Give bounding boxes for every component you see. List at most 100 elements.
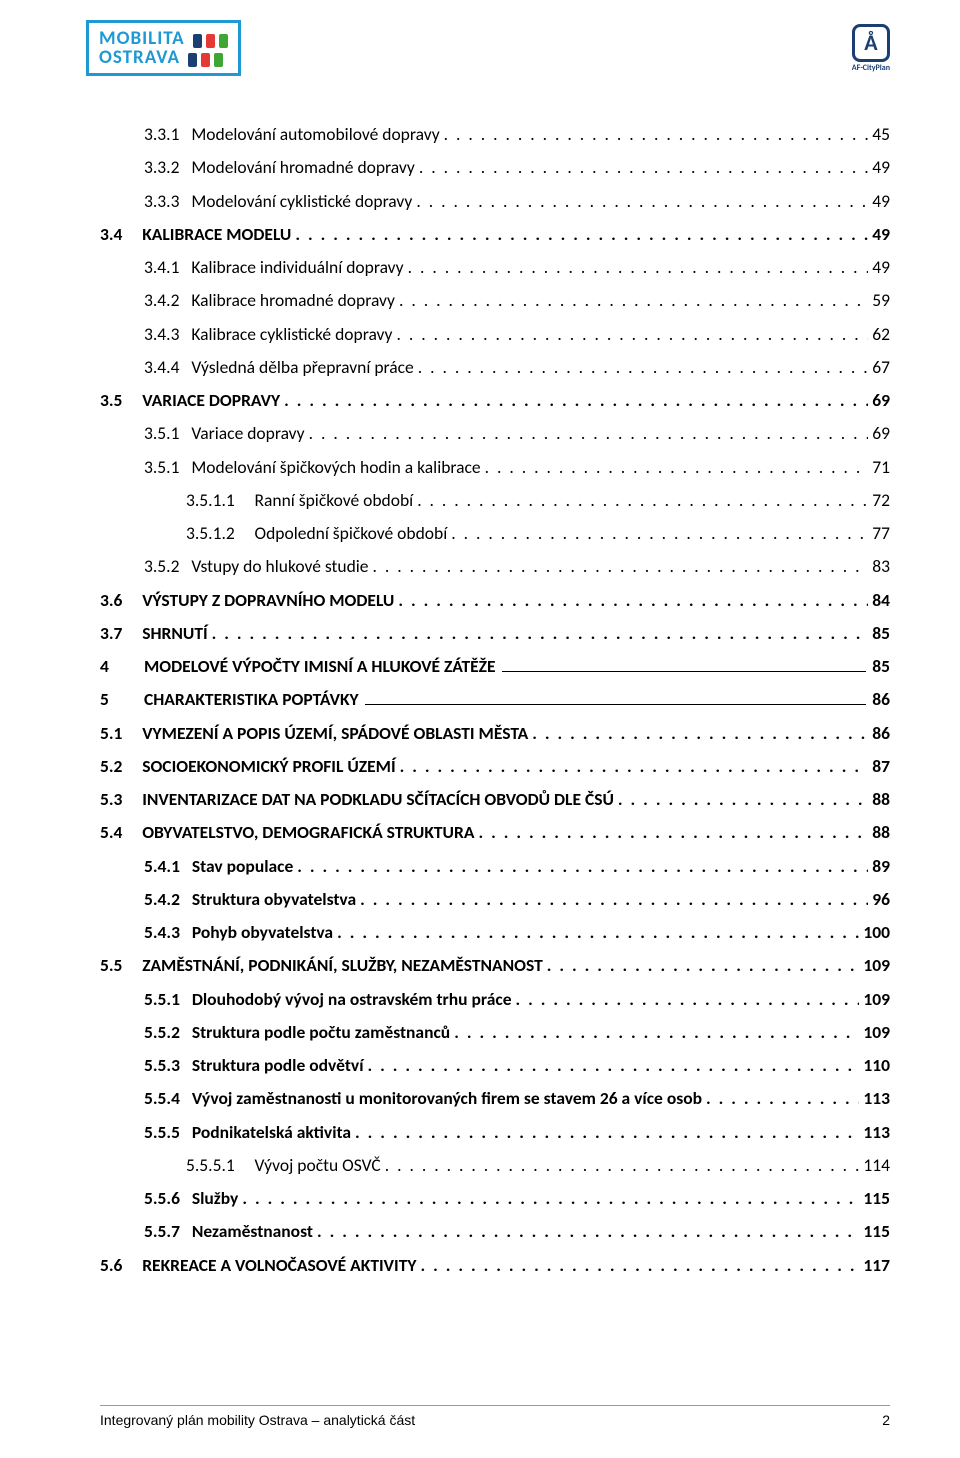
toc-title: Odpolední špičkové období bbox=[255, 517, 448, 550]
toc-page: 86 bbox=[872, 717, 890, 750]
toc-number: 3.4.4 bbox=[144, 351, 191, 384]
toc-title: Dlouhodobý vývoj na ostravském trhu prác… bbox=[192, 983, 512, 1016]
toc-row: 3.3.3 Modelování cyklistické dopravy . .… bbox=[100, 185, 890, 218]
toc-number: 3.5.1 bbox=[144, 417, 191, 450]
toc-leader: . . . . . . . . . . . . . . . . . . . . … bbox=[399, 284, 868, 317]
logo-dots-icon bbox=[188, 53, 223, 67]
toc-page: 88 bbox=[872, 816, 890, 849]
toc-number: 5.4.1 bbox=[144, 850, 192, 883]
toc-title: OBYVATELSTVO, DEMOGRAFICKÁ STRUKTURA bbox=[142, 816, 474, 849]
toc-number: 5.5.7 bbox=[144, 1215, 192, 1248]
toc-number: 5.6 bbox=[100, 1249, 142, 1282]
toc-row: 3.7 SHRNUTÍ . . . . . . . . . . . . . . … bbox=[100, 617, 890, 650]
logo-dots-icon bbox=[193, 34, 228, 48]
toc-page: 86 bbox=[872, 683, 890, 716]
toc-leader: . . . . . . . . . . . . . . . . . . . . … bbox=[297, 850, 868, 883]
toc-row: 5.1 VYMEZENÍ A POPIS ÚZEMÍ, SPÁDOVÉ OBLA… bbox=[100, 717, 890, 750]
toc-row: 3.4.2 Kalibrace hromadné dopravy . . . .… bbox=[100, 284, 890, 317]
toc-row: 4MODELOVÉ VÝPOČTY IMISNÍ A HLUKOVÉ ZÁTĚŽ… bbox=[100, 650, 890, 683]
toc-leader: . . . . . . . . . . . . . . . . . . . . … bbox=[532, 717, 868, 750]
toc-page: 84 bbox=[872, 584, 890, 617]
toc-title: SOCIOEKONOMICKÝ PROFIL ÚZEMÍ bbox=[142, 750, 395, 783]
toc-page: 114 bbox=[863, 1149, 890, 1182]
toc-title: Vývoj zaměstnanosti u monitorovaných fir… bbox=[192, 1082, 702, 1115]
toc-number: 3.3.3 bbox=[144, 185, 191, 218]
toc-title: Kalibrace hromadné dopravy bbox=[191, 284, 395, 317]
logo-subtext: AF-CityPlan bbox=[852, 64, 890, 72]
toc-leader: . . . . . . . . . . . . . . . . . . . . … bbox=[420, 1249, 859, 1282]
toc-number: 5.1 bbox=[100, 717, 142, 750]
toc-leader: . . . . . . . . . . . . . . . . . . . . … bbox=[368, 1049, 860, 1082]
toc-number: 5.5.1 bbox=[144, 983, 192, 1016]
toc-number: 5.3 bbox=[100, 783, 142, 816]
toc-page: 69 bbox=[872, 417, 890, 450]
toc-number: 3.5.1.2 bbox=[186, 517, 255, 550]
toc-page: 72 bbox=[872, 484, 890, 517]
toc-number: 3.3.1 bbox=[144, 118, 191, 151]
toc-row: 3.3.1 Modelování automobilové dopravy . … bbox=[100, 118, 890, 151]
page-footer: Integrovaný plán mobility Ostrava – anal… bbox=[100, 1405, 890, 1428]
toc-leader: . . . . . . . . . . . . . . . . . . . . … bbox=[373, 550, 869, 583]
logo-badge-icon: Å bbox=[852, 24, 890, 62]
toc-leader: . . . . . . . . . . . . . . . . . . . . … bbox=[706, 1082, 859, 1115]
toc-title: ZAMĚSTNÁNÍ, PODNIKÁNÍ, SLUŽBY, NEZAMĚSTN… bbox=[142, 949, 543, 982]
toc-number: 5.4 bbox=[100, 816, 142, 849]
toc-page: 49 bbox=[872, 251, 890, 284]
toc-title: VÝSTUPY Z DOPRAVNÍHO MODELU bbox=[142, 584, 394, 617]
toc-page: 115 bbox=[863, 1215, 890, 1248]
toc-page: 62 bbox=[872, 318, 890, 351]
toc-leader: . . . . . . . . . . . . . . . . . . . . … bbox=[618, 783, 868, 816]
toc-title: SHRNUTÍ bbox=[142, 617, 207, 650]
logo-mobilita-ostrava: MOBILITA OSTRAVA bbox=[86, 20, 241, 76]
toc-page: 113 bbox=[863, 1082, 890, 1115]
toc-number: 4 bbox=[100, 650, 144, 683]
toc-leader: . . . . . . . . . . . . . . . . . . . . … bbox=[317, 1215, 859, 1248]
toc-number: 5 bbox=[100, 683, 144, 716]
toc-page: 113 bbox=[863, 1116, 890, 1149]
toc-title: Struktura podle počtu zaměstnanců bbox=[192, 1016, 450, 1049]
toc-row: 5.5.4 Vývoj zaměstnanosti u monitorovaný… bbox=[100, 1082, 890, 1115]
toc-page: 109 bbox=[863, 1016, 890, 1049]
toc-title: Modelování špičkových hodin a kalibrace bbox=[191, 451, 480, 484]
toc-row: 5.5.7 Nezaměstnanost . . . . . . . . . .… bbox=[100, 1215, 890, 1248]
toc-number: 3.4.2 bbox=[144, 284, 191, 317]
toc-row: 5.5.5.1 Vývoj počtu OSVČ . . . . . . . .… bbox=[100, 1149, 890, 1182]
toc-title: Výsledná dělba přepravní práce bbox=[191, 351, 413, 384]
toc-number: 5.5.3 bbox=[144, 1049, 192, 1082]
toc-title: CHARAKTERISTIKA POPTÁVKY bbox=[144, 683, 359, 716]
toc-number: 3.5 bbox=[100, 384, 142, 417]
logo-glyph: Å bbox=[864, 32, 877, 54]
toc-row: 5.5.3 Struktura podle odvětví . . . . . … bbox=[100, 1049, 890, 1082]
toc-row: 5.5.5 Podnikatelská aktivita . . . . . .… bbox=[100, 1116, 890, 1149]
toc-title: REKREACE A VOLNOČASOVÉ AKTIVITY bbox=[142, 1249, 416, 1282]
toc-title: VARIACE DOPRAVY bbox=[142, 384, 280, 417]
logo-text-line2: OSTRAVA bbox=[99, 48, 180, 67]
toc-page: 67 bbox=[872, 351, 890, 384]
toc-row: 5.4 OBYVATELSTVO, DEMOGRAFICKÁ STRUKTURA… bbox=[100, 816, 890, 849]
toc-title: Modelování automobilové dopravy bbox=[191, 118, 439, 151]
toc-title: Pohyb obyvatelstva bbox=[192, 916, 333, 949]
toc-page: 71 bbox=[872, 451, 890, 484]
toc-row: 3.4 KALIBRACE MODELU . . . . . . . . . .… bbox=[100, 218, 890, 251]
toc-number: 5.2 bbox=[100, 750, 142, 783]
toc-leader: . . . . . . . . . . . . . . . . . . . . … bbox=[385, 1149, 860, 1182]
toc-row: 5.5.1 Dlouhodobý vývoj na ostravském trh… bbox=[100, 983, 890, 1016]
toc-page: 69 bbox=[872, 384, 890, 417]
toc-title: Vývoj počtu OSVČ bbox=[255, 1149, 381, 1182]
toc-number: 3.3.2 bbox=[144, 151, 191, 184]
footer-title: Integrovaný plán mobility Ostrava – anal… bbox=[100, 1412, 415, 1428]
toc-number: 5.5 bbox=[100, 949, 142, 982]
toc-title: Variace dopravy bbox=[191, 417, 304, 450]
toc-number: 5.5.2 bbox=[144, 1016, 192, 1049]
toc-title: MODELOVÉ VÝPOČTY IMISNÍ A HLUKOVÉ ZÁTĚŽE bbox=[144, 650, 496, 683]
toc-leader: . . . . . . . . . . . . . . . . . . . . … bbox=[454, 1016, 859, 1049]
footer-rule bbox=[100, 1405, 890, 1406]
toc-number: 5.5.5.1 bbox=[186, 1149, 255, 1182]
toc-leader: . . . . . . . . . . . . . . . . . . . . … bbox=[417, 484, 868, 517]
toc-page: 85 bbox=[872, 650, 890, 683]
toc-leader: . . . . . . . . . . . . . . . . . . . . … bbox=[337, 916, 859, 949]
toc-title: Modelování hromadné dopravy bbox=[191, 151, 415, 184]
toc-page: 87 bbox=[872, 750, 890, 783]
toc-page: 49 bbox=[872, 185, 890, 218]
toc-leader: . . . . . . . . . . . . . . . . . . . . … bbox=[360, 883, 868, 916]
